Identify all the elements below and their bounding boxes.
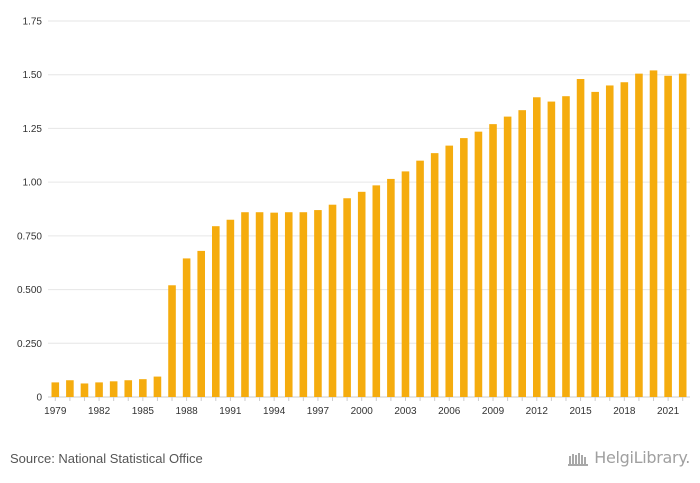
bar-1998 [328,204,337,397]
bar-2021 [664,75,672,397]
x-tick-label: 2003 [394,406,417,417]
bar-2006 [445,145,454,397]
x-tick-label: 1985 [132,406,155,417]
brand-name: HelgiLibrary. [594,448,690,467]
bar-1988 [182,258,191,397]
x-tick-label: 1991 [219,406,242,417]
bar-2016 [591,91,599,397]
y-axis-tick-labels: 0 0.250 0.500 0.750 1.00 1.25 1.50 1.75 [17,17,42,404]
bar-2014 [562,96,570,397]
bar-2017 [605,85,614,397]
x-tick-label: 1982 [88,406,111,417]
x-tick-label: 2006 [438,406,461,417]
gridlines [48,20,690,398]
bar-chart: 0 0.250 0.500 0.750 1.00 1.25 1.50 1.75 1979 198… [17,17,690,417]
bars [51,70,687,398]
bar-2005 [430,153,439,397]
x-tick-label: 2012 [526,406,549,417]
bar-1979 [51,382,60,397]
bar-1997 [314,210,322,397]
bar-1989 [197,250,205,397]
library-icon [568,452,589,466]
bar-2011 [518,110,526,397]
y-tick-label: 1.75 [23,17,43,28]
bar-2002 [387,178,395,397]
bar-1982 [95,382,103,397]
y-tick-label: 1.50 [23,70,43,81]
bar-2019 [635,73,643,397]
y-tick-label: 0.250 [17,339,42,350]
y-tick-label: 0.500 [17,285,42,296]
bar-2007 [460,138,468,397]
bar-1987 [168,285,176,397]
bar-2018 [620,82,629,397]
bar-2022 [678,73,687,397]
bar-2012 [533,97,541,397]
brand-logo: HelgiLibrary. [568,448,690,467]
x-tick-label: 2015 [569,406,592,417]
y-tick-label: 1.25 [23,124,43,135]
bar-1990 [212,226,220,397]
bar-1986 [153,376,162,397]
x-tick-label: 1979 [44,406,67,417]
bar-1999 [343,198,351,397]
bar-1993 [255,212,264,397]
x-tick-label: 1994 [263,406,286,417]
bar-2000 [357,191,366,397]
x-tick-label: 2009 [482,406,505,417]
bar-1995 [284,212,293,397]
x-tick-label: 1988 [175,406,198,417]
bar-2004 [416,160,424,397]
bar-1980 [66,380,74,397]
bar-2001 [372,185,381,397]
y-tick-label: 0 [36,393,42,404]
bar-1984 [124,380,133,397]
bar-2009 [489,124,497,397]
chart-footer: Source: National Statistical Office Helg… [0,445,700,483]
bar-2015 [576,79,585,398]
y-tick-label: 0.750 [17,231,42,242]
bar-2010 [503,116,512,398]
bar-2008 [474,131,483,397]
y-tick-label: 1.00 [23,178,43,189]
bar-1992 [241,212,249,397]
bar-1981 [80,383,89,397]
x-axis: 1979 1982 1985 1988 1991 1994 1997 2000 2003 2006… [44,397,684,417]
bar-1996 [299,212,308,397]
x-tick-label: 1997 [307,406,330,417]
bar-1983 [109,381,118,397]
bar-2013 [547,101,556,398]
source-note: Source: National Statistical Office [10,451,203,466]
x-tick-label: 2018 [613,406,636,417]
bar-1991 [226,219,235,397]
bar-1994 [270,212,278,397]
bar-1985 [139,379,147,397]
x-tick-label: 2021 [657,406,680,417]
bar-2020 [649,70,658,397]
x-tick-label: 2000 [351,406,374,417]
bar-2003 [401,171,410,397]
